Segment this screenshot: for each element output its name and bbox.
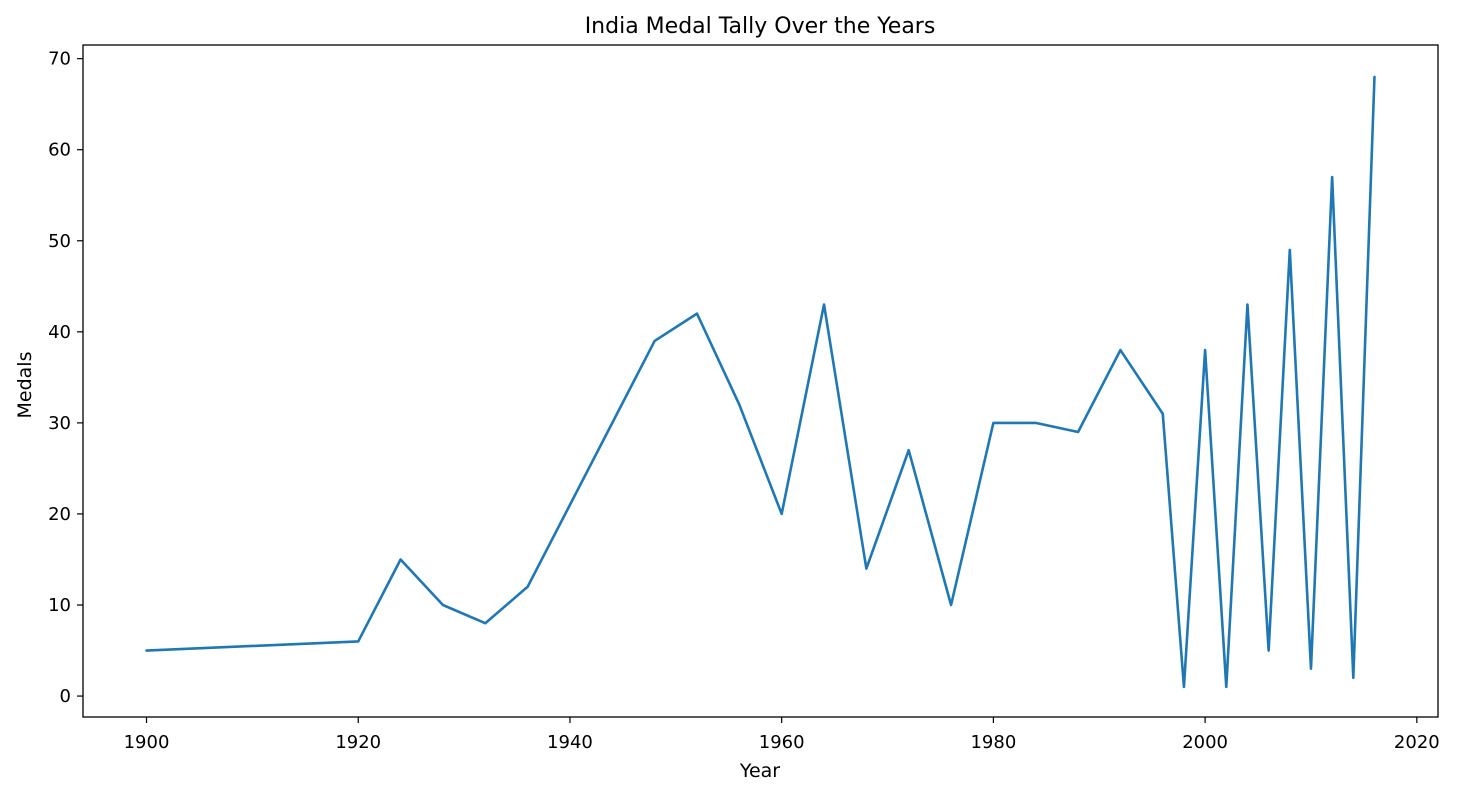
y-axis-ticks: 0 10 20 30 40 50 60 70 xyxy=(48,49,83,707)
y-axis-label: Medals xyxy=(14,352,36,419)
y-tick-label-50: 50 xyxy=(48,231,71,252)
x-tick-label-1900: 1900 xyxy=(124,732,170,753)
x-tick-label-2000: 2000 xyxy=(1182,732,1228,753)
x-axis-ticks: 1900 1920 1940 1960 1980 2000 2020 xyxy=(124,717,1440,753)
chart-title: India Medal Tally Over the Years xyxy=(585,14,936,39)
x-tick-label-2020: 2020 xyxy=(1394,732,1440,753)
y-tick-label-0: 0 xyxy=(60,686,71,707)
x-tick-label-1940: 1940 xyxy=(547,732,593,753)
series-layer xyxy=(145,75,1376,689)
series-line-0 xyxy=(145,75,1376,689)
x-tick-label-1920: 1920 xyxy=(335,732,381,753)
x-tick-label-1980: 1980 xyxy=(970,732,1016,753)
y-tick-label-20: 20 xyxy=(48,504,71,525)
y-tick-label-30: 30 xyxy=(48,413,71,434)
x-tick-label-1960: 1960 xyxy=(759,732,805,753)
plot-area-frame xyxy=(82,44,1439,718)
y-tick-label-40: 40 xyxy=(48,322,71,343)
y-tick-label-10: 10 xyxy=(48,595,71,616)
x-axis-label: Year xyxy=(739,760,780,782)
y-tick-label-60: 60 xyxy=(48,140,71,161)
y-tick-label-70: 70 xyxy=(48,49,71,70)
